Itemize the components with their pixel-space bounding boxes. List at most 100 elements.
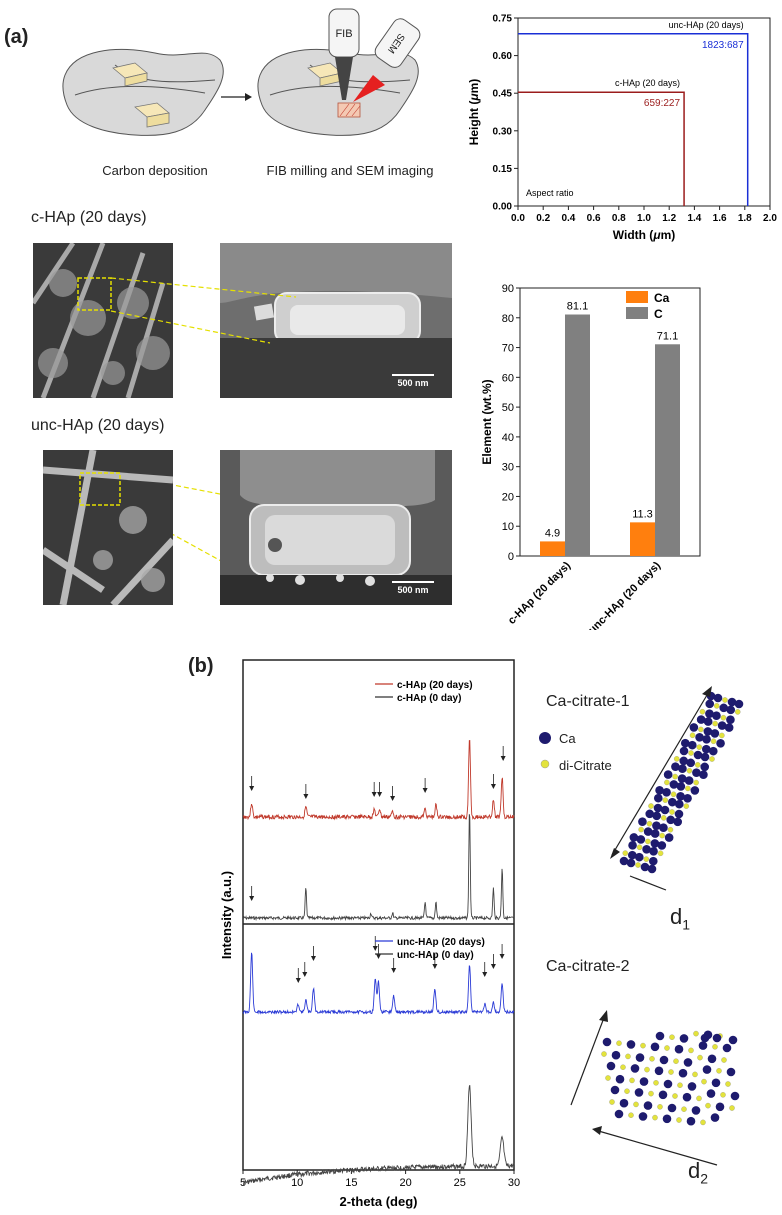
struct1-ca-atom — [655, 785, 664, 795]
struct1-citrate-atom — [646, 820, 653, 827]
struct1-ca-atom — [638, 817, 647, 827]
struct1-citrate-atom — [720, 714, 727, 721]
struct1-ca-atom — [680, 738, 690, 748]
struct1-citrate-atom — [635, 862, 641, 868]
struct2-citrate-atom — [652, 1114, 658, 1121]
fib-schematic: FIB SEM — [62, 8, 421, 136]
struct2-citrate-atom — [609, 1099, 615, 1105]
d2-arrow-head — [592, 1126, 602, 1135]
y-axis-label: Height (μm) — [467, 79, 481, 146]
struct1-ca-atom — [643, 827, 653, 836]
struct1-ca-atom — [627, 850, 637, 860]
struct1-ca-atom — [712, 711, 721, 721]
struct1-ca-atom — [716, 738, 725, 748]
arrow-marker-c-head — [490, 784, 496, 789]
arrow-marker-u-head — [302, 972, 308, 977]
struct1-ca-atom — [652, 811, 662, 821]
y-tick-label: 50 — [502, 402, 514, 414]
fib-cross-section-unc-hap: 500 nm — [220, 450, 452, 605]
x-tick-label: 1.6 — [713, 213, 727, 224]
trace-unc-hap-20 — [242, 952, 515, 1016]
struct2-citrate-atom — [673, 1058, 679, 1064]
struct2-ca-atom — [611, 1050, 621, 1060]
struct2-citrate-atom — [720, 1092, 726, 1098]
struct1-citrate-atom — [696, 744, 703, 750]
struct1-ca-atom — [695, 732, 704, 742]
struct1-ca-atom — [713, 693, 723, 703]
x-tick-label: 30 — [508, 1177, 520, 1189]
svg-text:Ca: Ca — [559, 731, 576, 746]
struct1-ca-atom — [727, 697, 737, 707]
struct1-ca-atom — [692, 768, 701, 778]
struct2-ca-atom — [635, 1053, 645, 1062]
struct1-ca-atom — [726, 715, 735, 725]
struct2-citrate-atom — [701, 1078, 707, 1085]
x-tick-label: 10 — [291, 1177, 303, 1189]
sem-micrograph-c-hap — [33, 243, 173, 398]
struct2-ca-atom — [687, 1082, 697, 1091]
struct2-citrate-atom — [648, 1090, 654, 1097]
struct2-ca-atom — [658, 1090, 668, 1100]
struct2-citrate-atom — [605, 1075, 611, 1081]
struct2-ca-atom — [679, 1034, 689, 1043]
structure2-title: Ca-citrate-2 — [546, 958, 630, 975]
legend-top-label-0: c-HAp (20 days) — [397, 680, 473, 691]
trace-c-hap-20 — [242, 739, 515, 821]
struct1-citrate-atom — [662, 797, 669, 803]
struct1-ca-atom — [699, 770, 708, 780]
atom-legend: Ca — [539, 731, 576, 769]
struct2-ca-atom — [626, 1040, 636, 1049]
bar-label: 4.9 — [545, 527, 560, 539]
struct1-ca-atom — [676, 782, 686, 791]
y-tick-label: 80 — [502, 313, 514, 325]
struct1-ca-atom — [647, 864, 657, 874]
struct2-ca-atom — [619, 1098, 629, 1108]
element-bar-chart: 0 10 20 30 40 50 60 70 80 90 Element (wt.%) 4.9 81.1… — [480, 283, 701, 630]
struct1-citrate-atom — [645, 838, 651, 845]
sample-blob-1 — [62, 48, 224, 136]
struct1-citrate-atom — [693, 779, 699, 786]
struct2-citrate-atom — [700, 1119, 706, 1126]
legend-citrate-label: di-Citrate — [559, 758, 612, 773]
bar-label: 81.1 — [567, 301, 588, 313]
struct1-citrate-atom — [648, 803, 654, 809]
series-name-0: unc-HAp (20 days) — [669, 20, 744, 30]
struct2-citrate-atom — [653, 1080, 659, 1086]
x-axis-label: Width (μm) — [613, 228, 675, 242]
struct1-citrate-atom — [673, 756, 680, 762]
struct1-ca-atom — [696, 715, 706, 724]
x-tick-label: 0.0 — [511, 213, 525, 224]
arrow-marker-u-head — [372, 946, 378, 951]
struct1-citrate-atom — [713, 703, 720, 709]
struct2-citrate-atom — [625, 1053, 631, 1060]
struct1-ca-atom — [705, 709, 714, 719]
struct2-ca-atom — [634, 1088, 644, 1097]
struct2-ca-atom — [728, 1035, 738, 1045]
xrd-chart: 5 10 15 20 25 30 2-theta (deg) Intensity (a.u.)… — [219, 659, 520, 1209]
struct1-ca-atom — [619, 856, 629, 866]
bar-Ca-1 — [630, 522, 655, 556]
struct1-citrate-atom — [719, 732, 725, 739]
aspect-ratio-chart: 0.0 0.2 0.4 0.6 0.8 1.0 1.2 1.4 1.6 1.8 2.0 0.00 0.1… — [467, 14, 777, 243]
trace-unc-hap-0 — [242, 1084, 515, 1186]
series-outline-1 — [518, 91, 685, 206]
struct1-ca-atom — [701, 744, 711, 754]
category-label: unc-HAp (20 days) — [586, 559, 663, 630]
struct2-citrate-atom — [601, 1051, 607, 1057]
struct1-ca-atom — [636, 835, 646, 844]
struct2-ca-atom — [606, 1061, 616, 1071]
struct1-citrate-atom — [657, 850, 664, 857]
arrow-marker-c-head — [371, 792, 377, 797]
x-tick-label: 15 — [345, 1177, 357, 1189]
fib-label: FIB — [335, 28, 352, 40]
legend-swatch-Ca — [626, 291, 648, 303]
struct1-citrate-atom — [694, 762, 701, 768]
y-tick-label: 40 — [502, 432, 514, 444]
struct1-citrate-atom — [699, 708, 706, 715]
struct2-citrate-atom — [669, 1034, 675, 1040]
struct1-citrate-atom — [683, 803, 690, 809]
d2-arrow — [594, 1129, 718, 1166]
annotation-aspect-ratio: Aspect ratio — [526, 188, 574, 198]
struct1-ca-atom — [652, 821, 661, 831]
length-arrow-2-head — [599, 1010, 608, 1022]
